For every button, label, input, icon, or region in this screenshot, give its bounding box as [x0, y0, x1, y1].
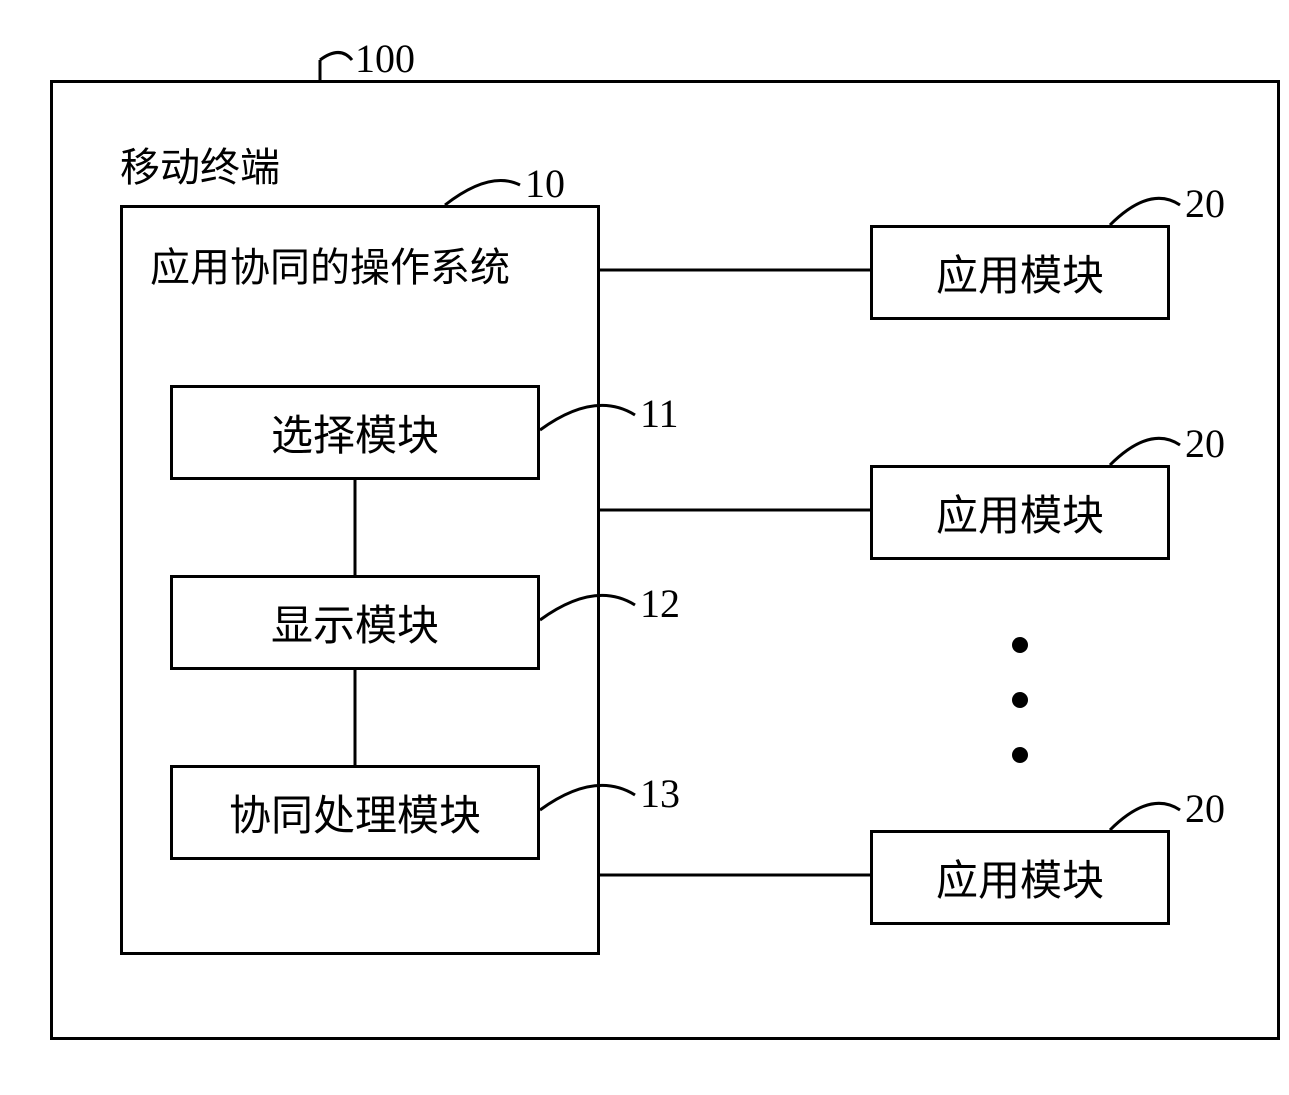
app-ref-1: 20: [1185, 420, 1225, 467]
diagram-canvas: 移动终端 100 应用协同的操作系统 10 选择模块 11 显示模块 12 协同…: [20, 20, 1289, 1075]
app-label-0: 应用模块: [936, 242, 1104, 303]
module-box-1: 显示模块: [170, 575, 540, 670]
module-ref-2: 13: [640, 770, 680, 817]
outer-title: 移动终端: [120, 135, 280, 193]
module-label-1: 显示模块: [271, 592, 439, 653]
module-label-2: 协同处理模块: [229, 782, 481, 843]
module-box-2: 协同处理模块: [170, 765, 540, 860]
os-ref: 10: [525, 160, 565, 207]
module-ref-0: 11: [640, 390, 679, 437]
app-label-1: 应用模块: [936, 482, 1104, 543]
module-label-0: 选择模块: [271, 402, 439, 463]
module-box-0: 选择模块: [170, 385, 540, 480]
module-ref-1: 12: [640, 580, 680, 627]
app-label-2: 应用模块: [936, 847, 1104, 908]
app-ref-0: 20: [1185, 180, 1225, 227]
app-box-2: 应用模块: [870, 830, 1170, 925]
os-title: 应用协同的操作系统: [150, 235, 510, 293]
outer-ref: 100: [355, 35, 415, 82]
app-ref-2: 20: [1185, 785, 1225, 832]
app-box-1: 应用模块: [870, 465, 1170, 560]
app-box-0: 应用模块: [870, 225, 1170, 320]
